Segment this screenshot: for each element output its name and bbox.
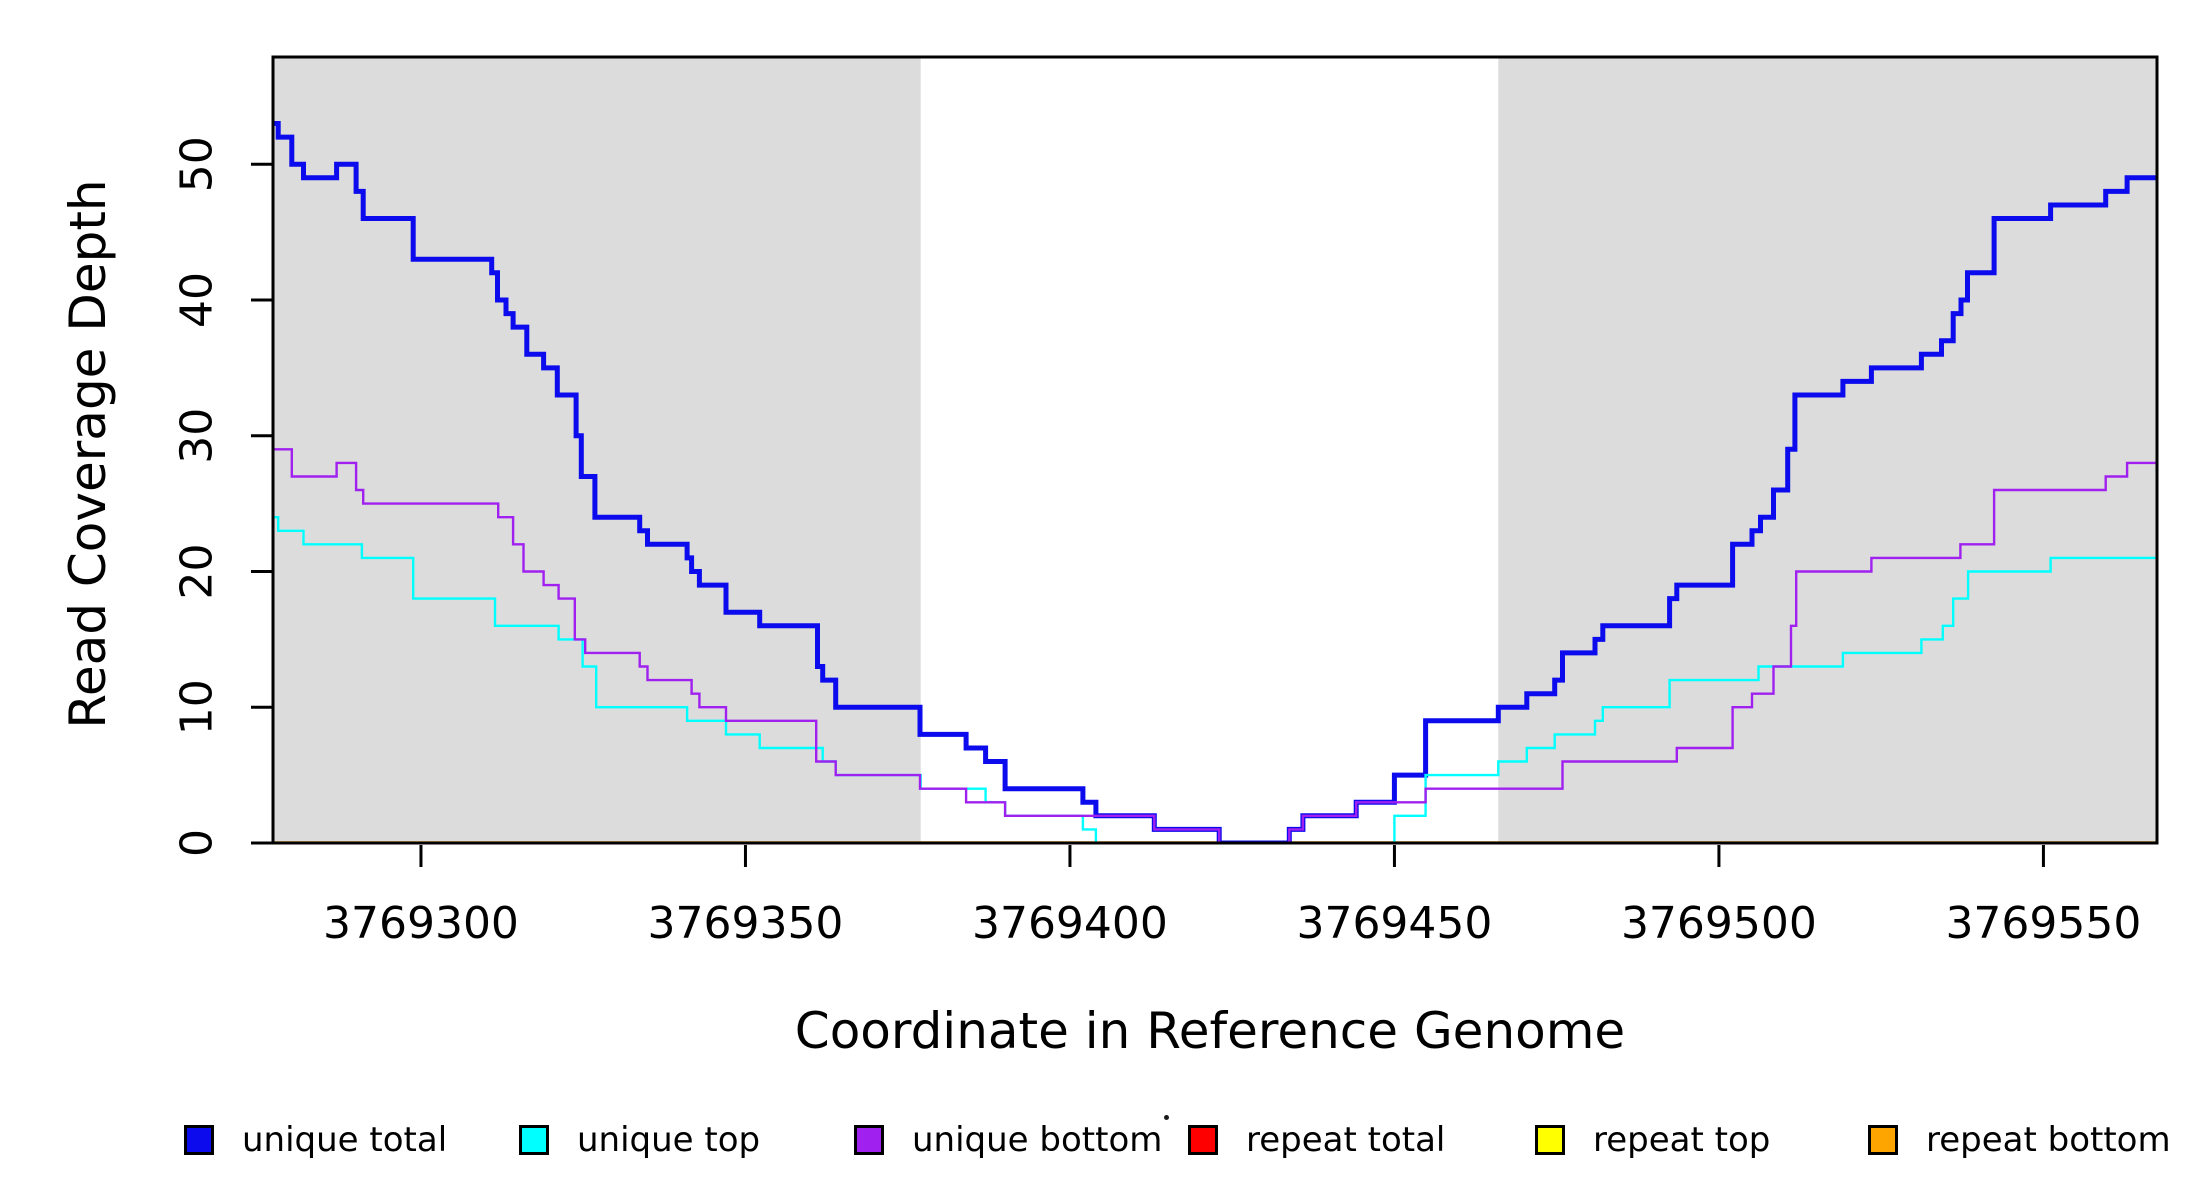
x-tick-label: 3769450 (1296, 898, 1492, 949)
x-tick-label: 3769400 (972, 898, 1168, 949)
y-tick-label: 50 (172, 136, 223, 192)
shaded-region-right (1498, 57, 2157, 843)
series-line-unique-bottom (273, 448, 2157, 843)
plot-border (271, 55, 2159, 845)
y-tick-label: 30 (172, 408, 223, 464)
series-line-unique-total (273, 121, 2157, 843)
series-group (273, 121, 2157, 843)
y-tick-label: 0 (172, 829, 223, 857)
x-axis-title: Coordinate in Reference Genome (0, 1002, 2200, 1060)
series-line-unique-top (273, 516, 2157, 843)
x-tick-label: 3769350 (647, 898, 843, 949)
y-tick-label: 40 (171, 272, 222, 328)
y-tick-label: 10 (172, 679, 223, 735)
y-tick-label: 20 (171, 544, 222, 600)
x-tick-label: 3769300 (323, 898, 519, 949)
y-axis-title: Read Coverage Depth (59, 179, 117, 729)
x-axis-title-text: Coordinate in Reference Genome (794, 1002, 1626, 1060)
x-tick-label: 3769550 (1945, 898, 2141, 949)
x-tick-label: 3769500 (1621, 898, 1817, 949)
shaded-region-left (273, 57, 921, 843)
